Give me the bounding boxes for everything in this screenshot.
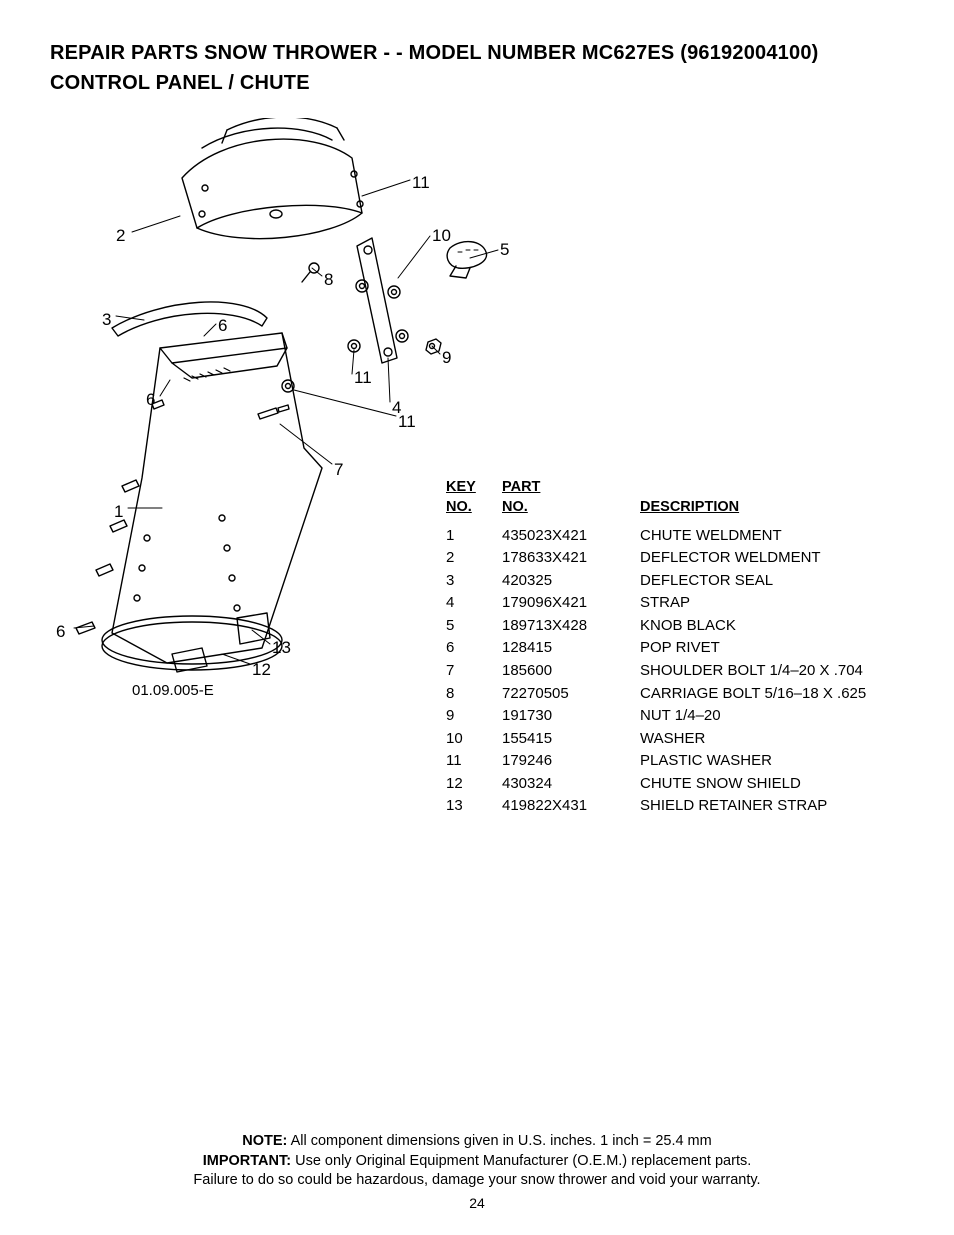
- cell-key: 2: [446, 548, 500, 569]
- cell-desc: DEFLECTOR SEAL: [622, 571, 880, 592]
- table-row: 13419822X431SHIELD RETAINER STRAP: [446, 796, 880, 817]
- table-row: 872270505CARRIAGE BOLT 5/16–18 X .625: [446, 684, 880, 705]
- footer-notes: NOTE: All component dimensions given in …: [0, 1132, 954, 1191]
- callout-number: 9: [442, 348, 451, 368]
- cell-part: 189713X428: [502, 616, 620, 637]
- cell-desc: NUT 1/4–20: [622, 706, 880, 727]
- callout-number: 1: [114, 502, 123, 522]
- cell-part: 191730: [502, 706, 620, 727]
- cell-key: 5: [446, 616, 500, 637]
- cell-desc: STRAP: [622, 593, 880, 614]
- callout-number: 11: [398, 412, 416, 432]
- cell-key: 11: [446, 751, 500, 772]
- page-number: 24: [0, 1195, 954, 1211]
- cell-part: 179246: [502, 751, 620, 772]
- cell-part: 420325: [502, 571, 620, 592]
- cell-part: 435023X421: [502, 526, 620, 547]
- callout-number: 13: [272, 638, 291, 658]
- note-line: NOTE: All component dimensions given in …: [0, 1132, 954, 1152]
- callout-number: 6: [56, 622, 65, 642]
- table-row: 10155415WASHER: [446, 729, 880, 750]
- cell-part: 178633X421: [502, 548, 620, 569]
- cell-key: 1: [446, 526, 500, 547]
- cell-desc: WASHER: [622, 729, 880, 750]
- cell-desc: POP RIVET: [622, 638, 880, 659]
- table-row: 1435023X421CHUTE WELDMENT: [446, 526, 880, 547]
- cell-key: 7: [446, 661, 500, 682]
- table-row: 5189713X428KNOB BLACK: [446, 616, 880, 637]
- col-desc: DESCRIPTION: [622, 478, 880, 524]
- warranty-line: Failure to do so could be hazardous, dam…: [0, 1171, 954, 1191]
- callout-number: 6: [218, 316, 227, 336]
- cell-key: 10: [446, 729, 500, 750]
- callout-number: 8: [324, 270, 333, 290]
- cell-part: 185600: [502, 661, 620, 682]
- cell-part: 128415: [502, 638, 620, 659]
- cell-desc: CARRIAGE BOLT 5/16–18 X .625: [622, 684, 880, 705]
- table-row: 3420325DEFLECTOR SEAL: [446, 571, 880, 592]
- table-row: 4179096X421STRAP: [446, 593, 880, 614]
- table-row: 9191730NUT 1/4–20: [446, 706, 880, 727]
- cell-desc: PLASTIC WASHER: [622, 751, 880, 772]
- title-line-2: CONTROL PANEL / CHUTE: [50, 68, 904, 98]
- table-header: KEYNO. PARTNO. DESCRIPTION: [446, 478, 880, 524]
- cell-key: 13: [446, 796, 500, 817]
- cell-part: 419822X431: [502, 796, 620, 817]
- cell-key: 8: [446, 684, 500, 705]
- callout-number: 10: [432, 226, 451, 246]
- cell-desc: CHUTE SNOW SHIELD: [622, 774, 880, 795]
- callout-number: 6: [146, 390, 155, 410]
- table-body: 1435023X421CHUTE WELDMENT2178633X421DEFL…: [446, 526, 880, 817]
- cell-part: 179096X421: [502, 593, 620, 614]
- col-key: KEYNO.: [446, 478, 500, 524]
- cell-key: 4: [446, 593, 500, 614]
- cell-key: 6: [446, 638, 500, 659]
- cell-part: 430324: [502, 774, 620, 795]
- callout-number: 7: [334, 460, 343, 480]
- callout-number: 11: [412, 173, 430, 193]
- callout-number: 3: [102, 310, 111, 330]
- note-label: NOTE:: [242, 1133, 287, 1149]
- title-line-1: REPAIR PARTS SNOW THROWER - - MODEL NUMB…: [50, 38, 904, 68]
- cell-desc: DEFLECTOR WELDMENT: [622, 548, 880, 569]
- cell-desc: SHIELD RETAINER STRAP: [622, 796, 880, 817]
- note-text: All component dimensions given in U.S. i…: [287, 1133, 711, 1149]
- page-title: REPAIR PARTS SNOW THROWER - - MODEL NUMB…: [50, 38, 904, 98]
- diagram-code: 01.09.005-E: [132, 682, 214, 699]
- parts-table: KEYNO. PARTNO. DESCRIPTION 1435023X421CH…: [444, 476, 882, 819]
- table-row: 12430324CHUTE SNOW SHIELD: [446, 774, 880, 795]
- cell-part: 155415: [502, 729, 620, 750]
- important-label: IMPORTANT:: [203, 1153, 291, 1169]
- table-row: 6128415POP RIVET: [446, 638, 880, 659]
- cell-desc: KNOB BLACK: [622, 616, 880, 637]
- important-text: Use only Original Equipment Manufacturer…: [291, 1153, 751, 1169]
- cell-key: 12: [446, 774, 500, 795]
- cell-key: 9: [446, 706, 500, 727]
- callout-number: 11: [354, 368, 372, 388]
- callout-number: 12: [252, 660, 271, 680]
- col-part: PARTNO.: [502, 478, 620, 524]
- cell-desc: CHUTE WELDMENT: [622, 526, 880, 547]
- callout-number: 2: [116, 226, 125, 246]
- table-row: 11179246PLASTIC WASHER: [446, 751, 880, 772]
- table-row: 7185600SHOULDER BOLT 1/4–20 X .704: [446, 661, 880, 682]
- cell-desc: SHOULDER BOLT 1/4–20 X .704: [622, 661, 880, 682]
- callout-number: 5: [500, 240, 509, 260]
- cell-part: 72270505: [502, 684, 620, 705]
- important-line: IMPORTANT: Use only Original Equipment M…: [0, 1152, 954, 1172]
- page: REPAIR PARTS SNOW THROWER - - MODEL NUMB…: [0, 0, 954, 1235]
- cell-key: 3: [446, 571, 500, 592]
- table-row: 2178633X421DEFLECTOR WELDMENT: [446, 548, 880, 569]
